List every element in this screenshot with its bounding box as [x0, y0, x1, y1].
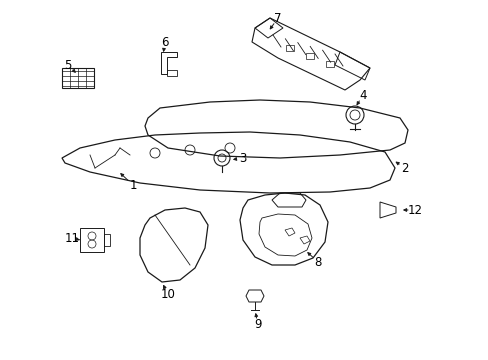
Text: 8: 8 [314, 256, 321, 269]
Text: 5: 5 [64, 59, 72, 72]
Text: 10: 10 [160, 288, 175, 302]
Text: 1: 1 [129, 179, 137, 192]
Text: 3: 3 [239, 152, 246, 165]
Text: 12: 12 [407, 203, 422, 216]
Text: 6: 6 [161, 36, 168, 49]
Text: 7: 7 [274, 12, 281, 24]
Text: 9: 9 [254, 319, 261, 332]
Text: 4: 4 [359, 89, 366, 102]
Text: 2: 2 [401, 162, 408, 175]
Text: 11: 11 [64, 231, 80, 244]
